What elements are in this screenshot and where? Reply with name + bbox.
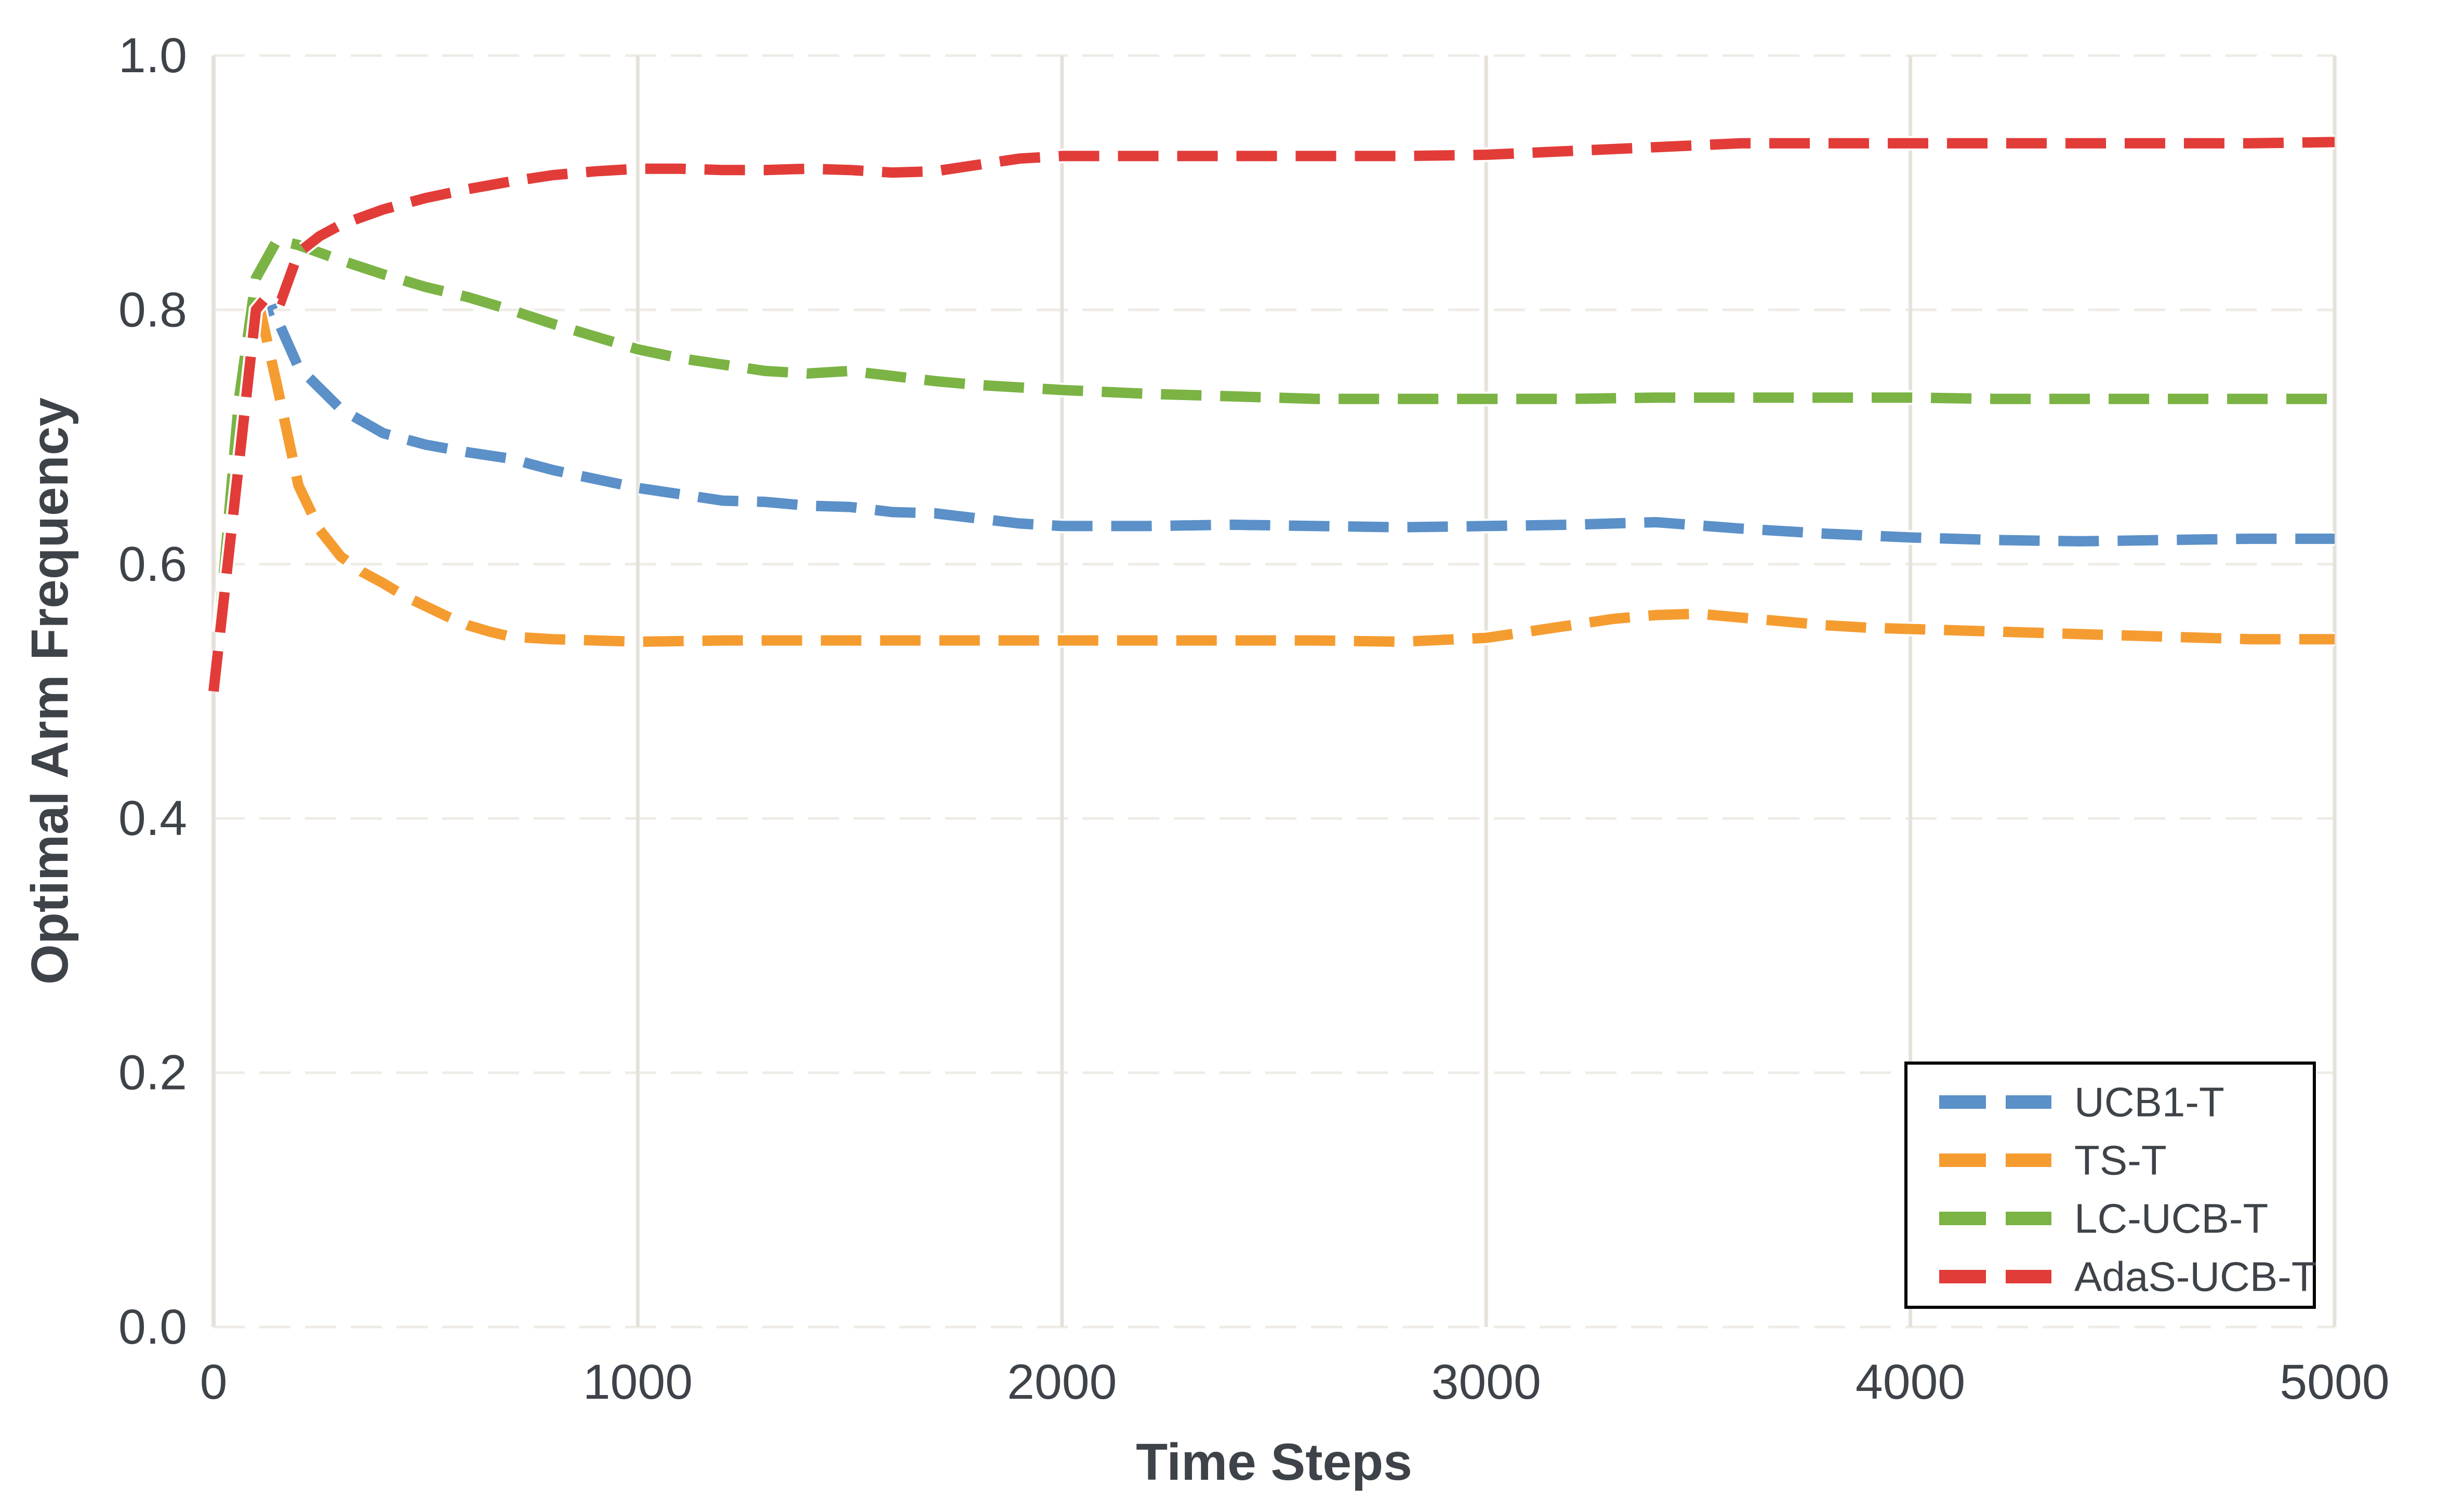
- legend-item-ts-t: TS-T: [1939, 1137, 2167, 1184]
- series-layer: [206, 135, 2335, 693]
- series-ts-t: [208, 289, 2335, 692]
- y-tick-label: 0.4: [118, 791, 187, 846]
- x-tick-label: 5000: [2280, 1355, 2389, 1410]
- y-tick-label: 1.0: [118, 28, 187, 83]
- x-tick-label: 4000: [1856, 1355, 1965, 1410]
- y-tick-label: 0.0: [118, 1299, 187, 1355]
- x-axis-label: Time Steps: [1136, 1433, 1412, 1491]
- series-ucb1-t: [208, 303, 2335, 692]
- y-axis-label: Optimal Arm Frequency: [21, 397, 79, 985]
- legend-item-lc-ucb-t: LC-UCB-T: [1939, 1196, 2268, 1242]
- legend-item-ucb1-t: UCB1-T: [1939, 1079, 2224, 1125]
- x-tick-label: 2000: [1007, 1355, 1117, 1410]
- tick-layer: 0.0 0.2 0.4 0.6 0.8 1.0 0 1000 2000 3000 4000 5000: [118, 28, 2390, 1410]
- legend-label-ts-t: TS-T: [2074, 1137, 2167, 1184]
- legend-item-adas-ucb-t: AdaS-UCB-T: [1939, 1254, 2317, 1300]
- y-tick-label: 0.2: [118, 1045, 187, 1100]
- series-adas-ucb-t: [208, 137, 2335, 692]
- legend-label-ucb1-t: UCB1-T: [2074, 1079, 2224, 1125]
- legend-label-adas-ucb-t: AdaS-UCB-T: [2074, 1254, 2317, 1300]
- x-tick-label: 3000: [1432, 1355, 1541, 1410]
- series-halo-adas-ucb-t: [206, 135, 2335, 693]
- legend: UCB1-T TS-T LC-UCB-T AdaS-UCB-T: [1904, 1062, 2317, 1309]
- y-tick-label: 0.8: [118, 282, 187, 337]
- x-tick-label: 0: [200, 1355, 228, 1410]
- y-tick-label: 0.6: [118, 537, 187, 592]
- x-tick-label: 1000: [583, 1355, 693, 1410]
- legend-label-lc-ucb-t: LC-UCB-T: [2074, 1196, 2268, 1242]
